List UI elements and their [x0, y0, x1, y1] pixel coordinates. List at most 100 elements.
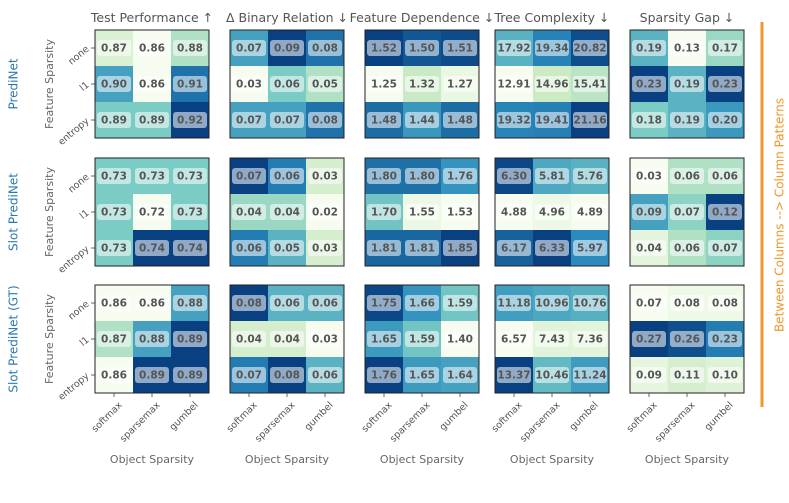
x-tick-label: sparsemax — [388, 400, 433, 445]
cell-label-box — [367, 112, 401, 128]
cell-label-box — [670, 76, 704, 92]
y-tick-label: l1 — [78, 208, 92, 222]
cell-label-box — [173, 76, 207, 92]
cell-label-box — [405, 367, 439, 383]
cell-label-box — [173, 40, 207, 56]
x-tick-label: softmax — [90, 400, 125, 435]
cell-label-box — [443, 331, 477, 347]
cell-value-label: 0.03 — [312, 334, 338, 346]
cell-label-box — [573, 240, 607, 256]
cell-label-box — [367, 367, 401, 383]
cell-label-box — [367, 331, 401, 347]
cell-value-label: 0.88 — [177, 43, 203, 55]
cell-label-box — [405, 112, 439, 128]
cell-label-box — [535, 76, 569, 92]
cell-value-label: 1.80 — [409, 171, 435, 183]
cell-value-label: 0.86 — [139, 298, 165, 310]
cell-value-label: 0.09 — [636, 207, 662, 219]
cell-value-label: 0.06 — [674, 243, 700, 255]
cell-value-label: 1.51 — [447, 43, 473, 55]
cell-value-label: 0.23 — [712, 79, 738, 91]
cell-label-box — [232, 295, 266, 311]
cell-label-box — [270, 367, 304, 383]
cell-label-box — [135, 367, 169, 383]
cell-value-label: 0.73 — [139, 171, 165, 183]
cell-label-box — [497, 112, 531, 128]
cell-value-label: 17.92 — [497, 43, 530, 55]
cell-label-box — [708, 112, 742, 128]
heatmap-panel-r2-c1: 0.73 0.73 0.73 0.73 0.72 0.73 0.73 0.74 0.74 — [94, 157, 210, 267]
cell-value-label: 1.81 — [371, 243, 397, 255]
cell-label-box — [308, 168, 342, 184]
cell-label-box — [405, 40, 439, 56]
cell-value-label: 1.80 — [371, 171, 397, 183]
cell-label-box — [443, 112, 477, 128]
x-tick-label: softmax — [225, 400, 260, 435]
cell-value-label: 13.37 — [497, 370, 530, 382]
cell-label-box — [632, 168, 666, 184]
x-tick-label: gumbel — [703, 400, 736, 433]
cell-label-box — [135, 331, 169, 347]
column-title-2: Δ Binary Relation ↓ — [226, 10, 348, 25]
cell-label-box — [443, 240, 477, 256]
cell-label-box — [443, 295, 477, 311]
heatmap-panel-r1-c1: 0.87 0.86 0.88 0.90 0.86 0.91 0.89 0.89 0.92 — [94, 29, 210, 139]
y-tick-label: none — [66, 44, 91, 68]
x-axis-label-col-3: Object Sparsity — [380, 453, 465, 466]
cell-label-box — [232, 331, 266, 347]
cell-label-box — [135, 112, 169, 128]
x-tick-label: sparsemax — [653, 400, 698, 445]
x-axis-label-col-2: Object Sparsity — [245, 453, 330, 466]
x-tick-label: sparsemax — [518, 400, 563, 445]
cell-label-box — [270, 240, 304, 256]
cell-label-box — [367, 40, 401, 56]
cell-label-box — [573, 168, 607, 184]
column-title-4: Tree Complexity ↓ — [493, 10, 609, 25]
cell-label-box — [573, 295, 607, 311]
cell-label-box — [670, 295, 704, 311]
cell-value-label: 0.02 — [312, 207, 338, 219]
cell-value-label: 0.03 — [636, 171, 662, 183]
cell-label-box — [308, 331, 342, 347]
cell-value-label: 0.08 — [312, 115, 338, 127]
cell-value-label: 0.07 — [236, 43, 262, 55]
cell-label-box — [232, 40, 266, 56]
cell-value-label: 5.81 — [539, 171, 565, 183]
x-axis-label-col-5: Object Sparsity — [645, 453, 730, 466]
cell-label-box — [573, 367, 607, 383]
cell-label-box — [535, 168, 569, 184]
cell-value-label: 0.07 — [274, 115, 300, 127]
cell-value-label: 0.09 — [636, 370, 662, 382]
cell-label-box — [97, 331, 131, 347]
heatmap-panel-r3-c1: 0.86 0.86 0.88 0.87 0.88 0.89 0.86 0.89 0.89 — [94, 284, 210, 394]
cell-label-box — [497, 76, 531, 92]
cell-label-box — [405, 240, 439, 256]
cell-value-label: 5.76 — [577, 171, 603, 183]
panel-frame — [229, 157, 345, 267]
cell-label-box — [135, 295, 169, 311]
y-tick-label: l1 — [78, 335, 92, 349]
cell-label-box — [443, 204, 477, 220]
cell-value-label: 0.06 — [674, 171, 700, 183]
cell-label-box — [443, 76, 477, 92]
x-tick-label: gumbel — [438, 400, 471, 433]
cell-label-box — [232, 204, 266, 220]
cell-value-label: 0.03 — [236, 79, 262, 91]
cell-label-box — [97, 204, 131, 220]
cell-value-label: 10.46 — [535, 370, 568, 382]
cell-value-label: 1.44 — [409, 115, 435, 127]
cell-label-box — [497, 367, 531, 383]
y-tick-label: entropy — [56, 244, 92, 276]
cell-label-box — [670, 168, 704, 184]
cell-label-box — [708, 168, 742, 184]
cell-label-box — [670, 331, 704, 347]
cell-value-label: 0.73 — [101, 171, 127, 183]
cell-value-label: 0.04 — [236, 207, 262, 219]
cell-label-box — [173, 295, 207, 311]
cell-value-label: 1.64 — [447, 370, 473, 382]
x-tick-label: softmax — [490, 400, 525, 435]
side-label: Between Columns --> Column Patterns — [773, 98, 787, 332]
cell-label-box — [535, 112, 569, 128]
cell-value-label: 6.17 — [501, 243, 527, 255]
